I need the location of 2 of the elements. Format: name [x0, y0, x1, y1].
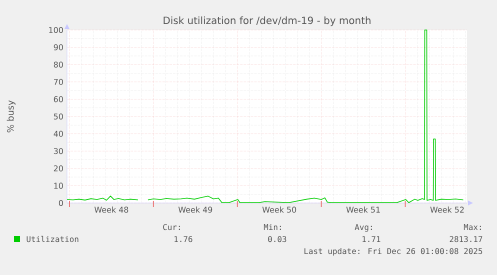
y-axis-title: % busy [6, 100, 16, 132]
chart-title: Disk utilization for /dev/dm-19 - by month [164, 16, 370, 26]
